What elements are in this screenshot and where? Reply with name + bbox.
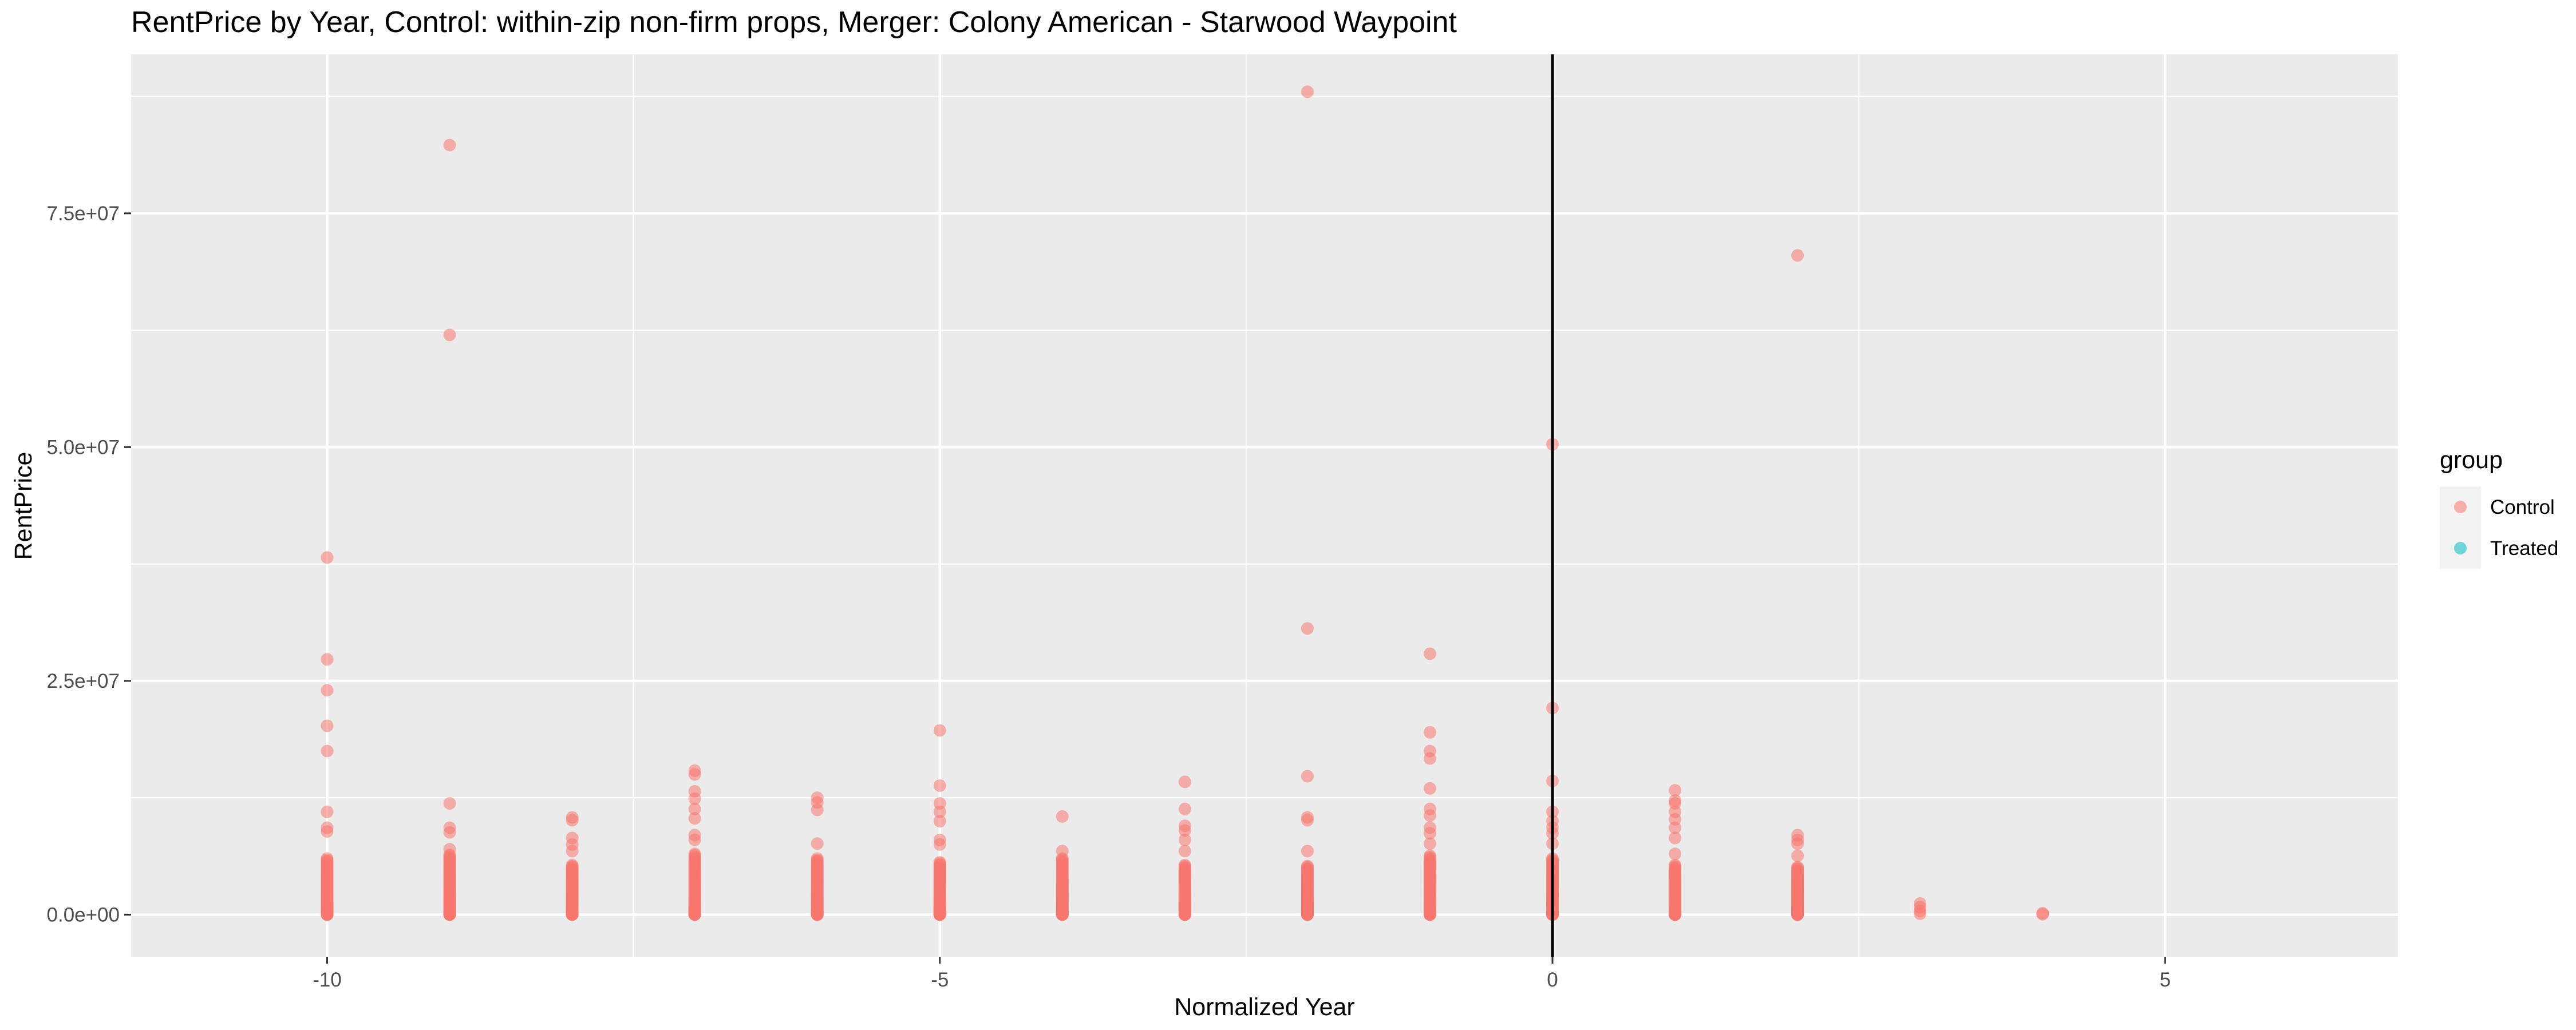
data-point <box>1301 814 1314 827</box>
data-point <box>1423 837 1436 850</box>
data-point <box>443 328 456 342</box>
y-tick-label: 7.5e+07 <box>47 203 120 225</box>
data-point <box>321 805 334 818</box>
data-point <box>1423 752 1436 765</box>
data-point <box>933 724 946 737</box>
data-point <box>1178 802 1191 815</box>
data-point <box>1423 809 1436 822</box>
data-point <box>321 684 334 697</box>
data-point <box>1791 849 1804 862</box>
data-point <box>688 812 701 825</box>
x-axis-title: Normalized Year <box>1174 993 1355 1021</box>
data-point <box>811 852 824 865</box>
data-point <box>566 845 579 858</box>
data-point <box>1178 775 1191 789</box>
data-point <box>1178 858 1191 871</box>
data-point <box>1914 907 1927 920</box>
data-point <box>1669 821 1682 834</box>
plot-panel <box>131 54 2398 957</box>
x-tick-label: -5 <box>931 969 949 991</box>
data-point <box>321 825 334 838</box>
minor-gridlines <box>131 54 2398 957</box>
legend: group Control Treated <box>2440 446 2558 569</box>
chart-title: RentPrice by Year, Control: within-zip n… <box>131 6 1457 39</box>
data-point <box>1056 810 1069 823</box>
data-point <box>1669 858 1682 871</box>
data-point <box>688 792 701 805</box>
y-axis-title: RentPrice <box>10 452 37 560</box>
data-point <box>1423 782 1436 795</box>
data-point <box>1178 845 1191 858</box>
data-point <box>321 653 334 666</box>
data-point <box>443 138 456 152</box>
data-point <box>1791 861 1804 874</box>
y-tick-label: 2.5e+07 <box>47 670 120 692</box>
x-axis-ticks: -10 -5 0 5 <box>313 957 2171 991</box>
data-point <box>2036 908 2049 921</box>
major-gridlines <box>131 54 2398 957</box>
data-point <box>811 837 824 850</box>
data-point <box>321 852 334 865</box>
data-point <box>1791 837 1804 850</box>
data-point <box>1301 622 1314 635</box>
data-point <box>1669 847 1682 861</box>
data-point <box>1791 249 1804 262</box>
data-point <box>1301 85 1314 98</box>
data-point <box>933 815 946 828</box>
data-point <box>811 803 824 817</box>
data-point <box>443 797 456 810</box>
legend-label: Treated <box>2490 537 2558 560</box>
data-point <box>1056 845 1069 858</box>
data-point <box>688 833 701 846</box>
data-point <box>1423 849 1436 862</box>
data-point <box>933 855 946 869</box>
data-point <box>566 814 579 827</box>
legend-key-marker <box>2454 542 2467 554</box>
data-point <box>1423 647 1436 660</box>
y-tick-label: 0.0e+00 <box>47 904 120 926</box>
data-point <box>1178 824 1191 837</box>
data-point <box>321 551 334 564</box>
legend-key-marker <box>2454 501 2467 513</box>
data-point <box>1178 833 1191 846</box>
data-point <box>1669 784 1682 797</box>
data-point <box>566 858 579 871</box>
data-point <box>688 847 701 861</box>
data-point <box>321 719 334 732</box>
data-point <box>1301 859 1314 873</box>
x-tick-label: 5 <box>2160 969 2171 991</box>
data-point <box>321 744 334 758</box>
data-point <box>688 802 701 815</box>
data-point <box>1669 831 1682 845</box>
data-point <box>933 805 946 818</box>
legend-label: Control <box>2490 496 2555 518</box>
data-point <box>1301 845 1314 858</box>
x-tick-label: 0 <box>1547 969 1558 991</box>
legend-title: group <box>2440 446 2503 474</box>
x-tick-label: -10 <box>313 969 342 991</box>
data-point <box>933 779 946 792</box>
data-point <box>933 838 946 851</box>
data-point <box>443 843 456 856</box>
data-point <box>688 768 701 781</box>
data-point <box>1423 726 1436 739</box>
y-tick-label: 5.0e+07 <box>47 436 120 458</box>
data-point <box>443 826 456 839</box>
data-point <box>1423 827 1436 840</box>
data-point <box>1301 770 1314 783</box>
y-axis-ticks: 0.0e+00 2.5e+07 5.0e+07 7.5e+07 <box>47 203 131 926</box>
